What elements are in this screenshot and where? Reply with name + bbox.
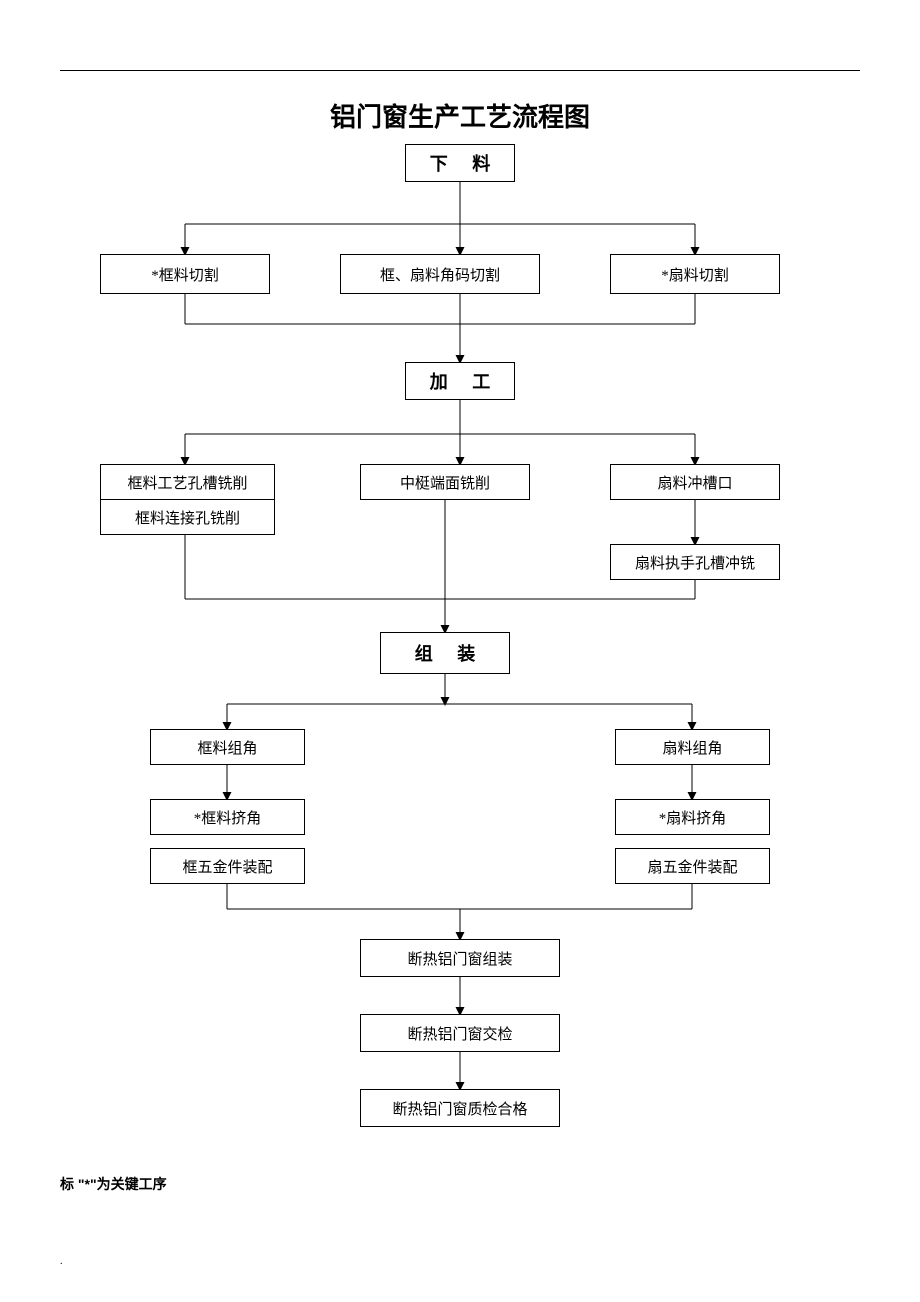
flow-node-n2a: *框料切割 [100, 254, 270, 294]
flow-node-n3: 加 工 [405, 362, 515, 400]
flow-node-n6b: 扇料组角 [615, 729, 770, 765]
flow-node-n7a: *框料挤角 [150, 799, 305, 835]
flow-node-n4a: 框料工艺孔槽铣削 [100, 464, 275, 500]
flow-node-n5: 组 装 [380, 632, 510, 674]
flow-node-n8a: 框五金件装配 [150, 848, 305, 884]
flow-node-n7b: *扇料挤角 [615, 799, 770, 835]
flow-node-n9: 断热铝门窗组装 [360, 939, 560, 977]
flow-node-n11: 断热铝门窗质检合格 [360, 1089, 560, 1127]
flowchart-canvas: 下 料 *框料切割 框、扇料角码切割 *扇料切割加 工框料工艺孔槽铣削框料连接孔铣削 中… [60, 144, 860, 1174]
page-title: 铝门窗生产工艺流程图 [60, 97, 860, 134]
flow-node-n10: 断热铝门窗交检 [360, 1014, 560, 1052]
flow-node-n2c: *扇料切割 [610, 254, 780, 294]
flow-node-n4b: 中梃端面铣削 [360, 464, 530, 500]
flow-node-n1: 下 料 [405, 144, 515, 182]
footnote: 标 "*"为关键工序 [60, 1174, 167, 1194]
flow-node-n6a: 框料组角 [150, 729, 305, 765]
flow-node-n4c2: 扇料执手孔槽冲铣 [610, 544, 780, 580]
flow-node-n8b: 扇五金件装配 [615, 848, 770, 884]
flow-node-n4c: 扇料冲槽口 [610, 464, 780, 500]
flow-node-n4a2: 框料连接孔铣削 [100, 499, 275, 535]
flow-node-n2b: 框、扇料角码切割 [340, 254, 540, 294]
